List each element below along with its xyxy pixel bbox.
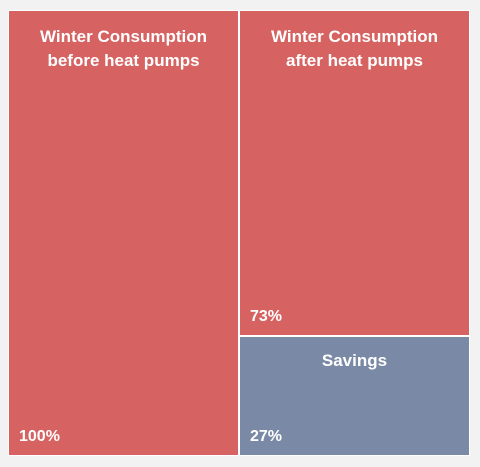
tile-title: Winter Consumption before heat pumps <box>40 27 207 70</box>
tile-value-label: 100% <box>19 428 60 445</box>
tile-before-heat-pumps: Winter Consumption before heat pumps 100% <box>8 10 239 456</box>
tile-value-label: 73% <box>250 307 283 325</box>
tile-savings: Savings 27% <box>239 335 470 456</box>
tile-value-label: 27% <box>250 427 283 445</box>
tile-title: Savings <box>321 350 388 370</box>
tile-after-heat-pumps: Winter Consumption after heat pumps 73% <box>239 10 470 336</box>
tile-title: Winter Consumption after heat pumps <box>271 27 438 70</box>
